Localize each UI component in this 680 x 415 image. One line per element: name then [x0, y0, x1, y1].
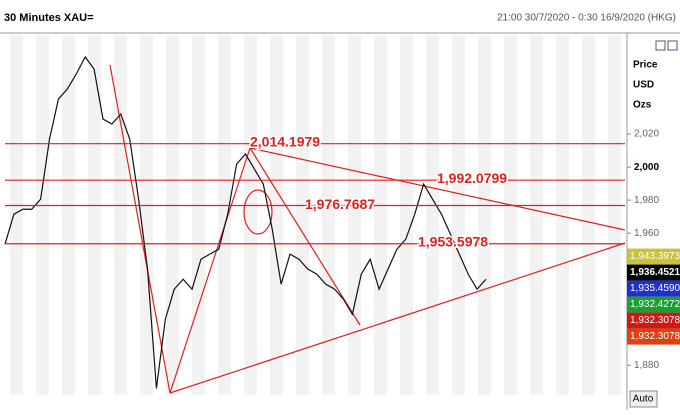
- price-box: [627, 296, 680, 313]
- trend-drawings: [109, 64, 626, 394]
- axis-label: Price: [633, 60, 658, 71]
- day-band: [218, 35, 231, 395]
- day-band: [530, 35, 543, 395]
- day-band: [244, 35, 257, 395]
- day-band: [608, 35, 621, 395]
- y-tick-label: 2,020: [634, 129, 659, 140]
- day-band: [62, 35, 75, 395]
- day-band: [36, 35, 49, 395]
- y-tick-label: 1,980: [634, 195, 659, 206]
- level-label: 2,014.1979: [250, 133, 320, 149]
- day-band: [556, 35, 569, 395]
- level-label: 1,976.7687: [305, 196, 375, 212]
- day-band: [478, 35, 491, 395]
- price-box-label: 1,932.3078: [630, 331, 680, 342]
- date-range: 21:00 30/7/2020 - 0:30 16/9/2020 (HKG): [497, 13, 676, 24]
- auto-button-label[interactable]: Auto: [633, 394, 654, 405]
- level-label: 1,953.5978: [418, 233, 488, 249]
- day-band: [88, 35, 101, 395]
- price-box: [627, 312, 680, 329]
- icon[interactable]: [655, 40, 666, 51]
- day-band: [114, 35, 127, 395]
- day-band: [504, 35, 517, 395]
- price-line: [4, 55, 487, 389]
- day-band: [270, 35, 283, 395]
- price-box-label: 1,936.4521: [630, 267, 680, 278]
- day-band: [296, 35, 309, 395]
- price-box: [627, 248, 680, 265]
- day-band: [10, 35, 23, 395]
- level-label: 1,992.0799: [437, 170, 507, 186]
- axis-label: USD: [633, 80, 654, 91]
- y-tick-label: 2,000: [634, 162, 659, 173]
- auto-button[interactable]: [629, 390, 658, 408]
- icon[interactable]: [667, 40, 678, 51]
- price-box: [627, 328, 680, 345]
- y-tick-label: 1,880: [634, 360, 659, 371]
- price-box-label: 1,943.3973: [630, 251, 680, 262]
- day-band: [582, 35, 595, 395]
- axis-label: Ozs: [633, 100, 652, 111]
- day-band: [348, 35, 361, 395]
- day-band: [400, 35, 413, 395]
- day-band: [166, 35, 179, 395]
- y-tick-label: 1,960: [634, 228, 659, 239]
- day-bands: [10, 35, 621, 395]
- price-box-label: 1,935.4590: [630, 283, 680, 294]
- day-band: [140, 35, 153, 395]
- chart-title: 30 Minutes XAU=: [4, 12, 94, 24]
- day-band: [452, 35, 465, 395]
- price-box: [627, 264, 680, 281]
- day-band: [426, 35, 439, 395]
- price-box-label: 1,932.4272: [630, 299, 680, 310]
- price-box: [627, 280, 680, 297]
- day-band: [374, 35, 387, 395]
- price-box-label: 1,932.3078: [630, 315, 680, 326]
- day-band: [192, 35, 205, 395]
- day-band: [322, 35, 335, 395]
